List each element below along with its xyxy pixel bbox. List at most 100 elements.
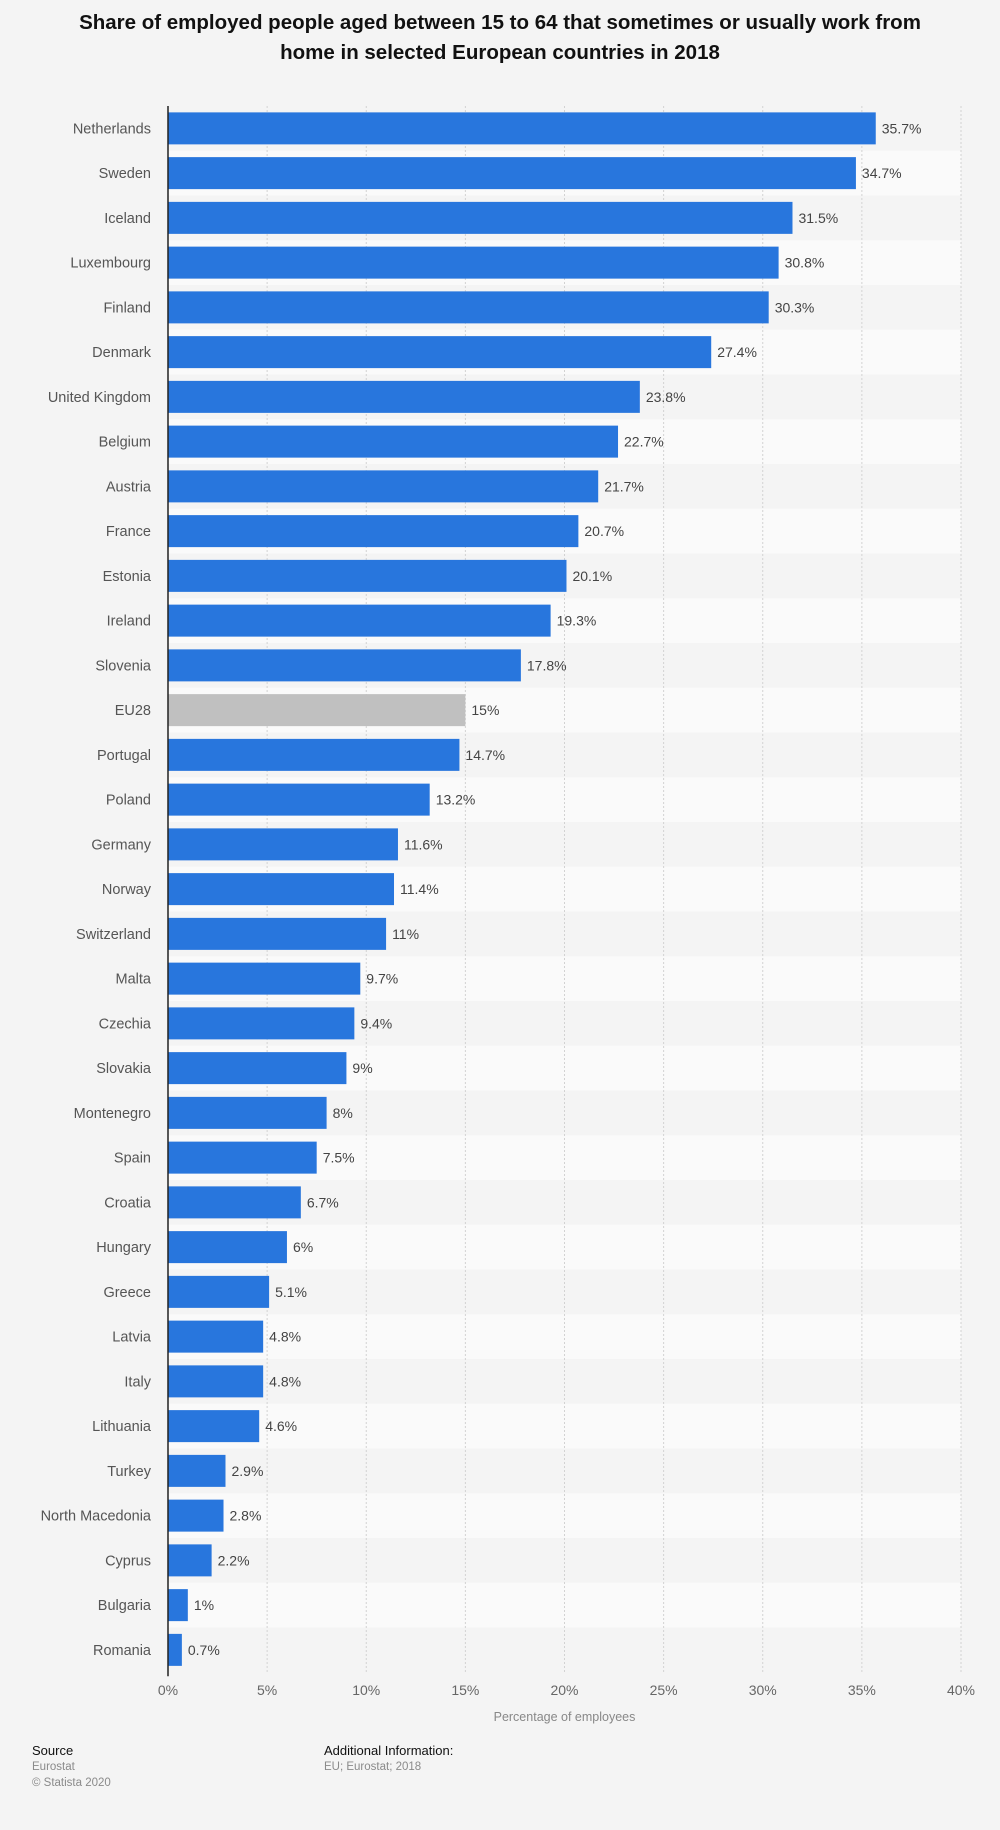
value-label: 9.4% — [360, 1015, 392, 1031]
bar — [168, 917, 387, 950]
bar — [168, 962, 361, 995]
value-label: 6.7% — [307, 1194, 339, 1210]
category-label: Slovakia — [96, 1061, 152, 1077]
x-tick-label: 20% — [550, 1682, 578, 1698]
category-label: Denmark — [92, 345, 152, 361]
category-label: Portugal — [97, 748, 151, 764]
category-label: United Kingdom — [48, 390, 151, 406]
value-label: 19.3% — [557, 613, 597, 629]
category-label: Germany — [91, 837, 151, 853]
category-label: Poland — [106, 793, 151, 809]
value-label: 15% — [471, 702, 499, 718]
category-label: Belgium — [99, 435, 151, 451]
bar — [168, 1096, 327, 1129]
bar — [168, 246, 779, 279]
bar — [168, 1410, 260, 1443]
value-label: 0.7% — [188, 1642, 220, 1658]
value-label: 35.7% — [882, 120, 922, 136]
value-label: 23.8% — [646, 389, 686, 405]
bar — [168, 291, 769, 324]
category-label: Greece — [103, 1285, 151, 1301]
bar — [168, 873, 395, 906]
category-label: Ireland — [107, 614, 151, 630]
copyright: © Statista 2020 — [32, 1777, 111, 1789]
bar — [168, 828, 398, 861]
value-label: 1% — [194, 1597, 214, 1613]
source-name: Eurostat — [32, 1761, 75, 1773]
additional-info-text: EU; Eurostat; 2018 — [324, 1761, 422, 1773]
row-band — [168, 1582, 961, 1628]
category-label: Hungary — [96, 1240, 152, 1256]
bar — [168, 515, 579, 548]
category-label: Malta — [116, 972, 152, 988]
bar — [168, 738, 460, 771]
bar — [168, 336, 712, 369]
category-label: EU28 — [115, 703, 151, 719]
value-label: 31.5% — [798, 210, 838, 226]
category-label: Italy — [124, 1374, 151, 1390]
value-label: 20.7% — [584, 523, 624, 539]
category-label: Romania — [93, 1643, 152, 1659]
category-label: France — [106, 524, 151, 540]
category-label: Norway — [102, 882, 152, 898]
x-tick-label: 15% — [451, 1682, 479, 1698]
bar — [168, 1231, 287, 1264]
bar — [168, 470, 599, 503]
category-label: Sweden — [99, 166, 151, 182]
bar — [168, 1275, 270, 1308]
value-label: 9% — [352, 1060, 372, 1076]
bar-chart: Netherlands 35.7% Sweden 34.7% Iceland 31.5% L… — [41, 106, 975, 1724]
category-label: Bulgaria — [98, 1598, 152, 1614]
value-label: 5.1% — [275, 1284, 307, 1300]
bar — [168, 1544, 212, 1577]
category-label: Slovenia — [95, 658, 152, 674]
source-heading: Source — [32, 1743, 74, 1758]
x-tick-label: 10% — [352, 1682, 380, 1698]
value-label: 11% — [392, 926, 419, 942]
category-label: Switzerland — [76, 927, 151, 943]
row-band — [168, 1538, 961, 1583]
bar — [168, 1141, 317, 1174]
category-label: North Macedonia — [41, 1509, 152, 1525]
value-label: 7.5% — [323, 1150, 355, 1166]
category-label: Czechia — [99, 1016, 152, 1032]
category-label: Estonia — [103, 569, 152, 585]
bar — [168, 1052, 347, 1085]
value-label: 21.7% — [604, 478, 644, 494]
category-label: Netherlands — [73, 121, 151, 137]
bar — [168, 201, 793, 234]
value-label: 2.8% — [230, 1508, 262, 1524]
bar — [168, 1454, 226, 1487]
bar — [168, 425, 619, 458]
value-label: 11.6% — [404, 836, 443, 852]
additional-info-heading: Additional Information: — [324, 1743, 454, 1758]
value-label: 8% — [333, 1105, 353, 1121]
value-label: 17.8% — [527, 657, 567, 673]
value-label: 27.4% — [717, 344, 757, 360]
value-label: 30.3% — [775, 299, 815, 315]
x-tick-label: 35% — [848, 1682, 876, 1698]
bar — [168, 157, 856, 190]
x-tick-label: 25% — [650, 1682, 678, 1698]
category-label: Montenegro — [74, 1106, 151, 1122]
value-label: 4.8% — [269, 1373, 301, 1389]
category-label: Turkey — [107, 1464, 152, 1480]
category-label: Cyprus — [105, 1553, 151, 1569]
category-label: Lithuania — [92, 1419, 152, 1435]
value-label: 2.9% — [231, 1463, 263, 1479]
bar — [168, 1320, 264, 1353]
category-label: Spain — [114, 1151, 151, 1167]
value-label: 4.6% — [265, 1418, 297, 1434]
bar — [168, 649, 521, 682]
value-label: 9.7% — [366, 971, 398, 987]
value-label: 22.7% — [624, 434, 664, 450]
source-block: Source Eurostat © Statista 2020 — [32, 1743, 111, 1791]
bar — [168, 783, 430, 816]
x-tick-label: 30% — [749, 1682, 777, 1698]
bar — [168, 112, 876, 145]
value-label: 20.1% — [572, 568, 612, 584]
chart-title: Share of employed people aged between 15… — [79, 11, 921, 64]
bar — [168, 604, 551, 637]
bar — [168, 1007, 355, 1040]
value-label: 2.2% — [218, 1552, 250, 1568]
